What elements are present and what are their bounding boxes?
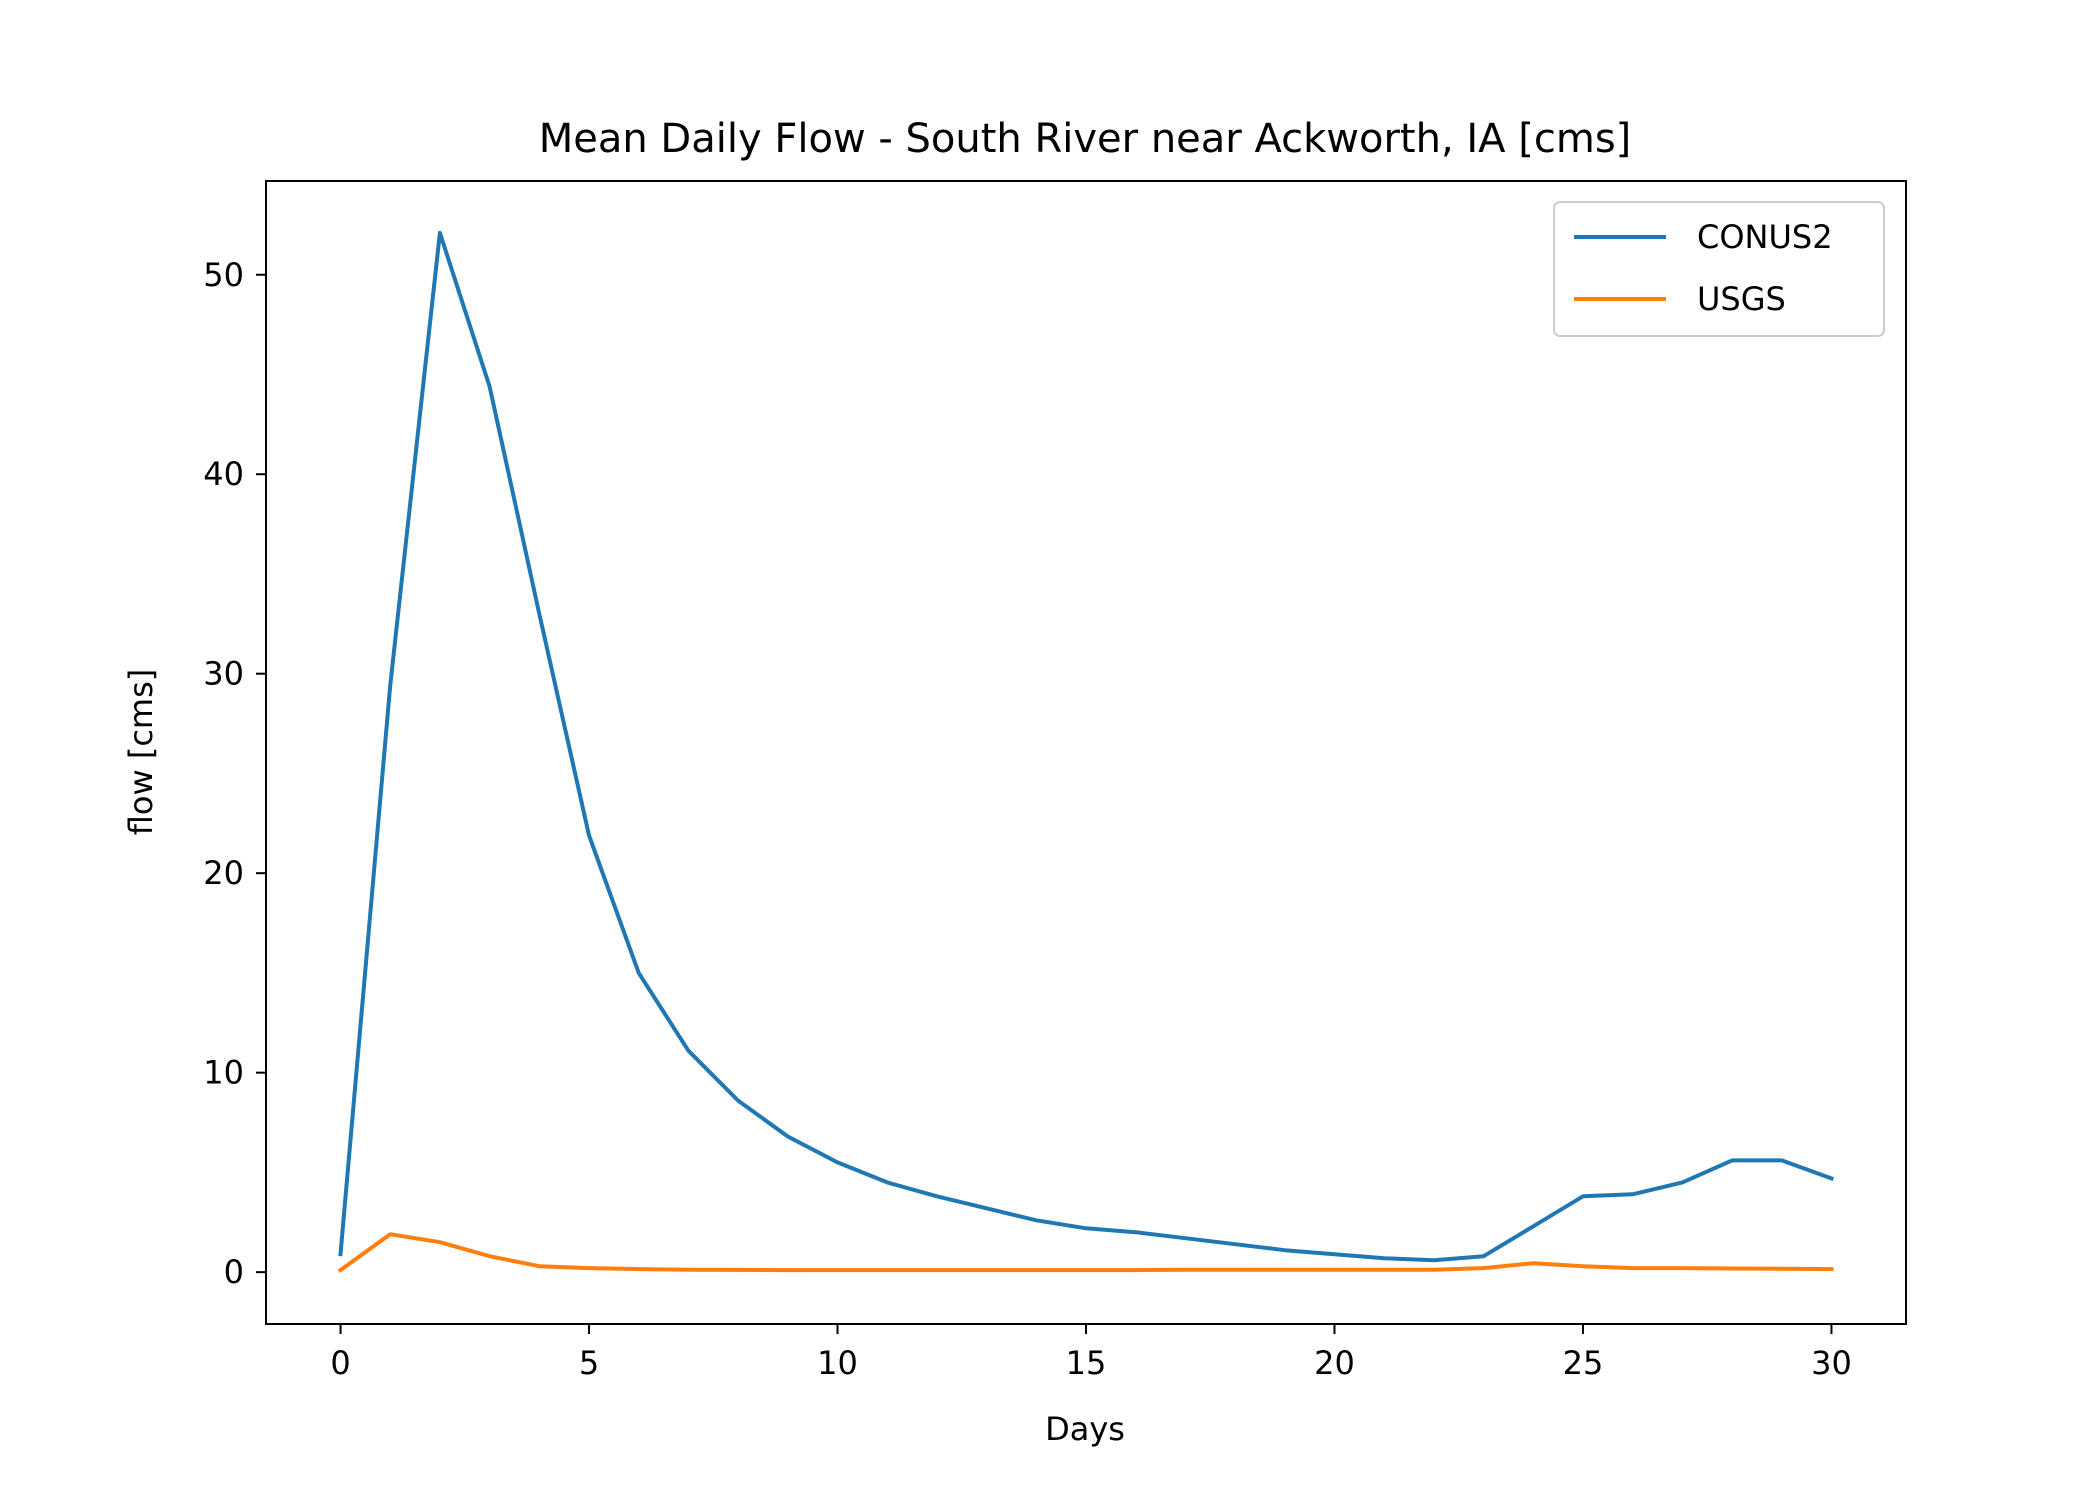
x-tick-label: 30: [1811, 1344, 1852, 1382]
y-tick-label: 30: [203, 655, 244, 693]
y-tick-label: 40: [203, 455, 244, 493]
x-axis-label: Days: [1045, 1410, 1125, 1448]
x-tick-label: 0: [330, 1344, 350, 1382]
y-tick-label: 0: [224, 1253, 244, 1291]
y-axis: 0 10 20 30 40 50: [203, 256, 266, 1291]
y-tick-label: 10: [203, 1054, 244, 1092]
y-tick-label: 20: [203, 854, 244, 892]
y-tick-label: 50: [203, 256, 244, 294]
series-line-conus2: [338, 230, 1835, 1263]
y-axis-label: flow [cms]: [122, 669, 160, 835]
x-tick-label: 15: [1066, 1344, 1107, 1382]
x-tick-label: 5: [579, 1344, 599, 1382]
x-axis: 0 5 10 15 20 25 30: [330, 1324, 1852, 1382]
x-tick-label: 10: [817, 1344, 858, 1382]
series-lines: [337, 230, 1835, 1273]
legend-label-usgs: USGS: [1697, 280, 1786, 318]
legend-label-conus2: CONUS2: [1697, 218, 1833, 256]
x-tick-label: 25: [1563, 1344, 1604, 1382]
legend: CONUS2 USGS: [1553, 201, 1885, 337]
x-tick-label: 20: [1314, 1344, 1355, 1382]
chart-title: Mean Daily Flow - South River near Ackwo…: [539, 116, 1632, 162]
series-line-usgs: [337, 1232, 1834, 1273]
